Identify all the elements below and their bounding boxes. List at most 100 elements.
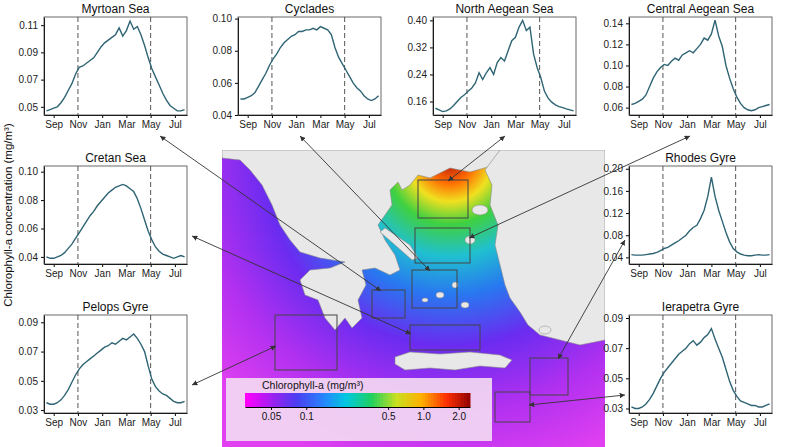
chart-title: North Aegean Sea (455, 2, 553, 16)
x-tick-mark (639, 413, 640, 416)
reference-line (271, 17, 272, 115)
y-tick-label: 0.06 (604, 102, 624, 113)
x-tick: Sep (630, 115, 648, 130)
x-tick: Jul (169, 413, 182, 428)
panel: SepNovJanMarMayJul0.040.080.120.160.20Rh… (604, 151, 773, 279)
island (436, 292, 444, 298)
y-tick-label: 0.10 (213, 13, 233, 24)
reference-line (150, 315, 151, 413)
y-tick-mark (626, 44, 629, 45)
y-tick: 0.14 (604, 18, 629, 29)
y-tick-label: 0.07 (19, 74, 39, 85)
region-box (418, 180, 468, 218)
x-tick-label: Nov (70, 268, 88, 279)
y-tick-label: 0.08 (19, 195, 39, 206)
x-tick-mark (491, 115, 492, 118)
x-tick: Jul (558, 115, 571, 130)
colorbar-tick-label: 0.1 (300, 411, 314, 422)
colorbar-tick: 0.5 (382, 407, 396, 422)
colorbar-segment (461, 393, 465, 407)
y-tick-mark (430, 47, 433, 48)
colorbar-segment (380, 393, 384, 407)
y-tick-mark (626, 23, 629, 24)
series-line (631, 329, 769, 409)
colorbar-segment (254, 393, 258, 407)
colorbar-segment (350, 393, 354, 407)
x-tick: Nov (655, 413, 673, 428)
y-tick: 0.10 (19, 166, 44, 177)
colorbar-segment (287, 393, 291, 407)
x-tick-mark (345, 115, 346, 118)
x-tick: Jan (95, 264, 111, 279)
x-tick: Nov (70, 115, 88, 130)
y-tick-mark (41, 200, 44, 201)
colorbar-segment (389, 393, 393, 407)
plot-background (629, 315, 772, 413)
x-tick: Jul (754, 264, 767, 279)
y-axis: 0.160.240.320.40 (408, 15, 434, 115)
x-tick: Mar (703, 264, 721, 279)
series-line (631, 20, 769, 111)
y-tick-label: 0.20 (604, 163, 624, 174)
x-tick: Jul (363, 115, 376, 130)
x-axis: SepNovJanMarMayJul (434, 115, 577, 130)
colorbar-segment (335, 393, 339, 407)
y-tick-label: 0.04 (213, 110, 233, 121)
x-tick-mark (687, 115, 688, 118)
y-tick-label: 0.03 (604, 403, 624, 414)
plot-background (433, 17, 576, 115)
connector-arrow (160, 136, 381, 291)
x-tick: Nov (655, 115, 673, 130)
x-tick-mark (515, 115, 516, 118)
y-tick: 0.09 (19, 317, 44, 328)
y-tick: 0.06 (19, 223, 44, 234)
y-tick-mark (626, 348, 629, 349)
colorbar-tick-mark (306, 407, 307, 410)
series-line (240, 27, 378, 101)
y-tick-mark (235, 83, 238, 84)
colorbar-segment (362, 393, 366, 407)
colorbar-segment (269, 393, 273, 407)
plot-background (44, 17, 187, 115)
colorbar-segment (317, 393, 321, 407)
x-tick-mark (467, 115, 468, 118)
y-tick-mark (41, 172, 44, 173)
x-tick-mark (151, 413, 152, 416)
chart-title: Cretan Sea (85, 151, 146, 165)
y-tick-mark (626, 108, 629, 109)
x-tick-mark (175, 413, 176, 416)
colorbar-tick-mark (271, 407, 272, 410)
colorbar-tick: 2.0 (452, 407, 466, 422)
y-tick-label: 0.05 (604, 373, 624, 384)
reference-line (77, 166, 78, 264)
y-tick: 0.05 (604, 373, 629, 384)
x-tick-label: Sep (630, 268, 648, 279)
x-tick-label: Mar (118, 119, 136, 130)
y-tick-mark (41, 80, 44, 81)
colorbar-segment (272, 393, 276, 407)
x-axis: SepNovJanMarMayJul (45, 264, 188, 279)
colorbar-segment (449, 393, 453, 407)
x-tick: Nov (655, 264, 673, 279)
x-tick: Mar (118, 115, 136, 130)
x-tick: Mar (118, 413, 136, 428)
colorbar-segment (365, 393, 369, 407)
colorbar-segment (410, 393, 414, 407)
colorbar-segment (341, 393, 345, 407)
y-tick: 0.04 (604, 252, 629, 263)
plot-area (46, 315, 184, 413)
y-tick: 0.11 (19, 20, 44, 31)
colorbar-segment (383, 393, 387, 407)
colorbar-segment (305, 393, 309, 407)
x-tick-label: Mar (118, 417, 136, 428)
plot-frame (44, 17, 187, 115)
reference-line (735, 166, 736, 264)
colorbar-segment (446, 393, 450, 407)
colorbar-segment (428, 393, 432, 407)
reference-line (539, 17, 540, 115)
x-tick-mark (736, 115, 737, 118)
y-tick: 0.10 (213, 13, 238, 24)
colorbar-segment (356, 393, 360, 407)
colorbar-segment (434, 393, 438, 407)
x-tick: Jul (169, 115, 182, 130)
